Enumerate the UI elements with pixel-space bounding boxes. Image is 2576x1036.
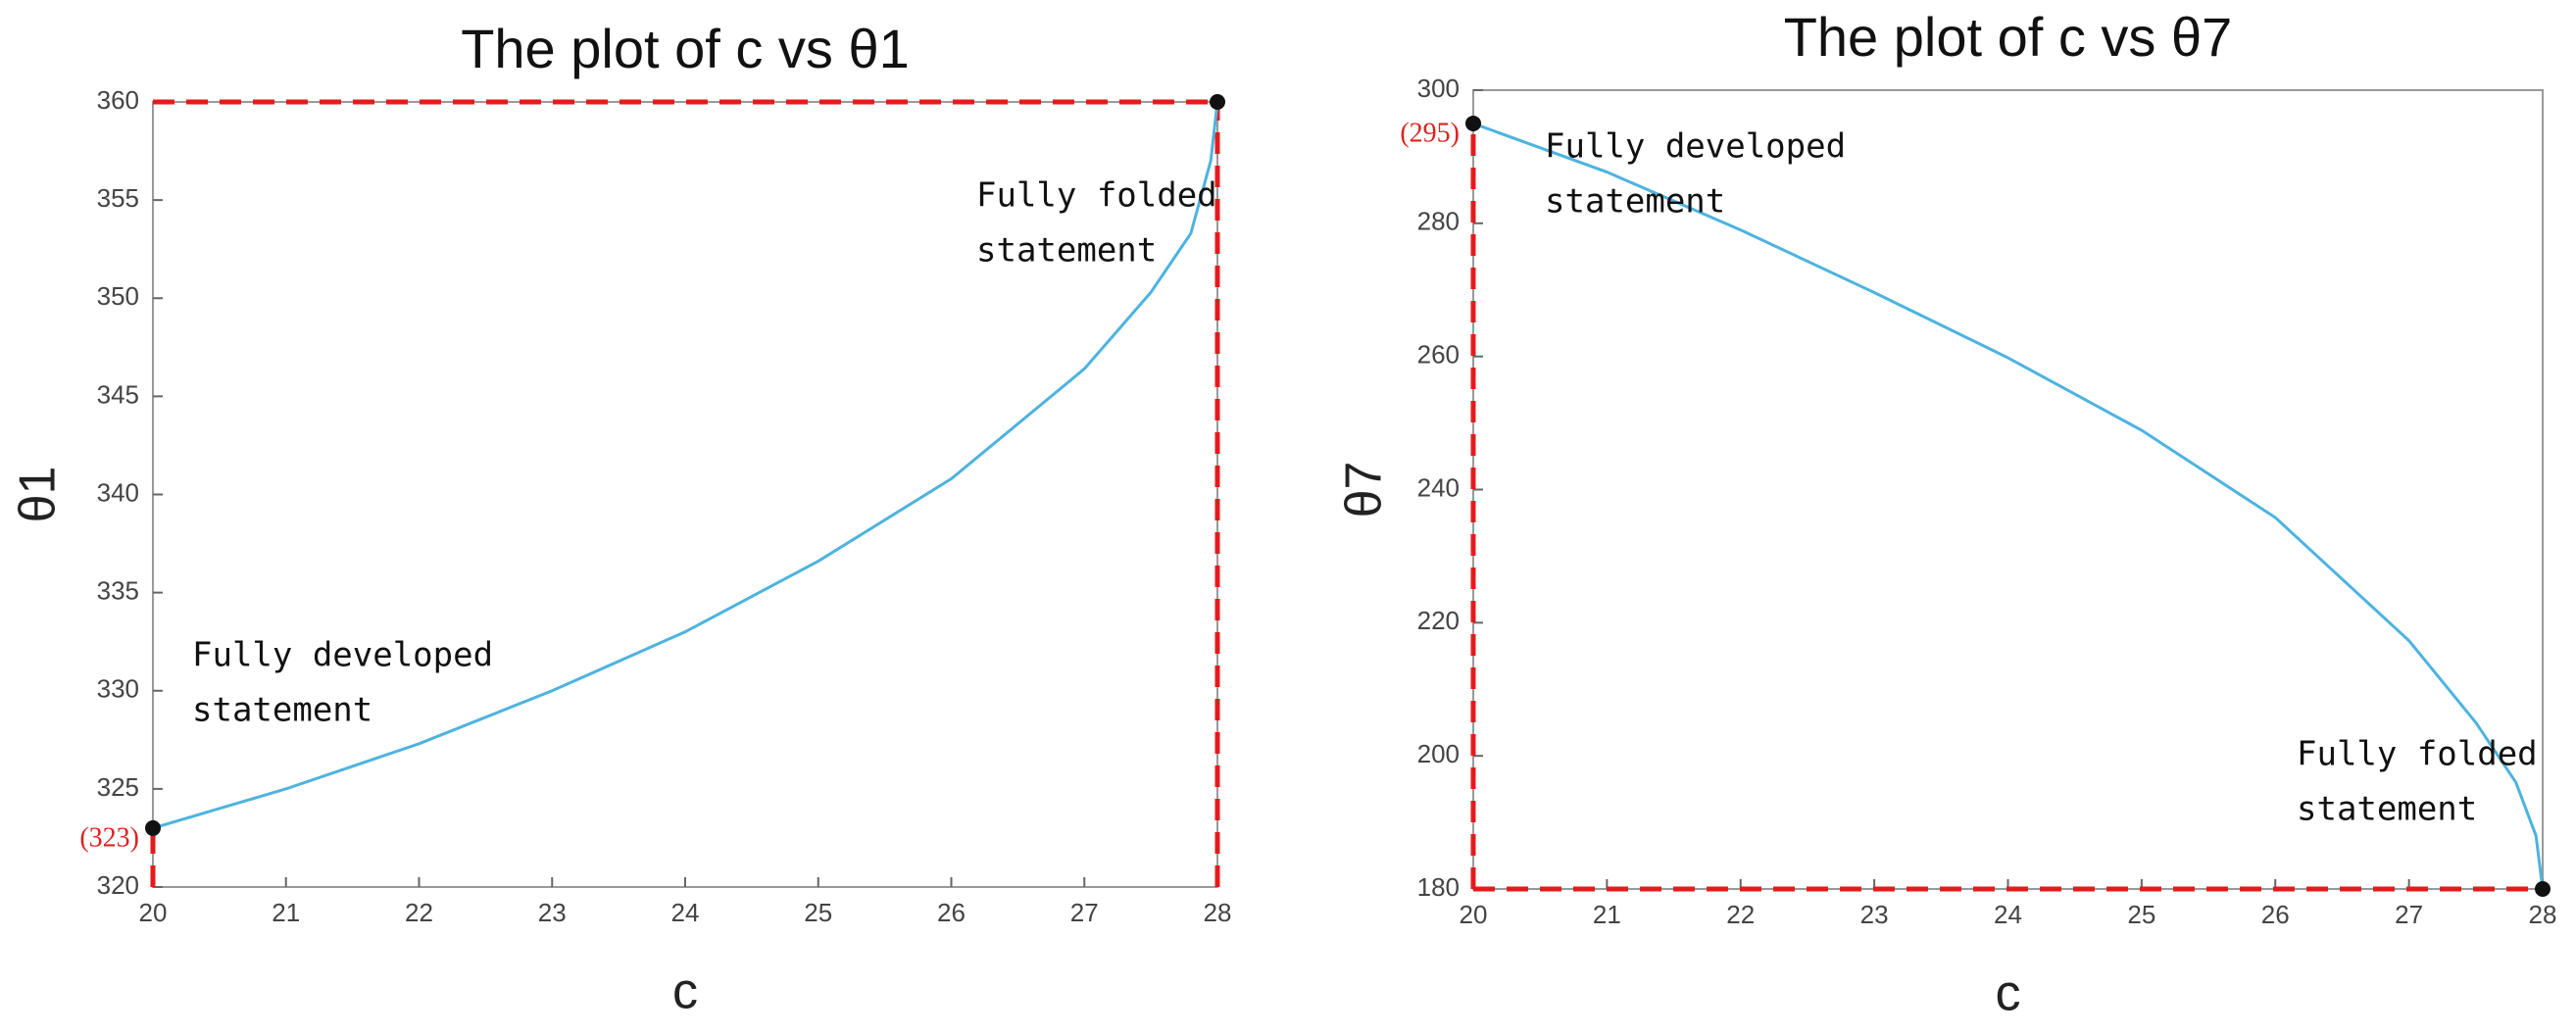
annotation: statement (1545, 182, 1725, 222)
x-tick-label: 26 (937, 898, 966, 927)
y-tick-label: 330 (97, 674, 139, 704)
x-tick-label: 27 (1070, 898, 1099, 927)
end-point (1465, 115, 1481, 131)
y-tick-label: 200 (1417, 739, 1460, 768)
y-tick-label: 350 (97, 281, 139, 311)
y-tick-label: 340 (97, 477, 139, 507)
end-point (145, 819, 161, 836)
y-axis-label: θ1 (10, 467, 67, 523)
y-tick-label: 325 (97, 772, 139, 802)
y-tick-label: 360 (97, 85, 139, 115)
x-tick-label: 27 (2395, 900, 2423, 929)
y-tick-label: 240 (1417, 472, 1460, 502)
chart-title: The plot of c vs θ1 (461, 18, 910, 79)
y-tick-label: 260 (1417, 340, 1460, 370)
y-tick-label: 220 (1417, 606, 1460, 635)
x-tick-label: 24 (1994, 900, 2022, 929)
x-tick-label: 22 (1726, 900, 1755, 929)
x-tick-label: 28 (2529, 900, 2557, 929)
x-tick-label: 20 (1460, 900, 1488, 929)
y-tick-label: 355 (97, 183, 139, 213)
value-label: (323) (79, 822, 139, 853)
y-axis-label: θ7 (1336, 462, 1393, 518)
x-tick-label: 25 (2127, 900, 2155, 929)
x-tick-label: 21 (1593, 900, 1621, 929)
data-line (1472, 122, 2545, 890)
y-tick-label: 345 (97, 379, 139, 409)
plot-frame (152, 101, 1218, 888)
annotation: Fully developed (1545, 127, 1846, 167)
chart: The plot of c vs θ1 20 21 22 23 24 25 26 27 28 320… (10, 18, 1232, 1020)
annotation: Fully folded (2297, 735, 2538, 774)
y-tick-label: 335 (97, 576, 139, 606)
x-tick-label: 20 (139, 898, 168, 927)
x-tick-label: 23 (1860, 900, 1889, 929)
chart: The plot of c vs θ7 20 21 22 23 24 25 26 27 28 180… (1336, 6, 2557, 1022)
y-tick-label: 300 (1417, 74, 1460, 103)
x-tick-label: 25 (804, 898, 832, 927)
end-point (2535, 881, 2551, 897)
annotation: Fully folded (976, 176, 1217, 216)
data-line (152, 101, 1219, 830)
annotation: statement (192, 691, 372, 730)
annotation: statement (976, 231, 1157, 271)
end-point (1210, 94, 1225, 110)
x-axis-label: c (1996, 965, 2021, 1022)
x-tick-label: 26 (2261, 900, 2290, 929)
value-label: (295) (1400, 118, 1460, 148)
chart-title: The plot of c vs θ7 (1784, 6, 2233, 68)
y-tick-label: 180 (1417, 872, 1460, 902)
x-tick-label: 28 (1204, 898, 1232, 927)
y-tick-label: 320 (97, 870, 139, 900)
x-axis-label: c (672, 963, 698, 1020)
x-tick-label: 24 (671, 898, 700, 927)
x-tick-label: 21 (272, 898, 300, 927)
y-tick-label: 280 (1417, 207, 1460, 236)
x-tick-label: 23 (538, 898, 567, 927)
annotation: Fully developed (192, 636, 493, 675)
x-tick-label: 22 (405, 898, 433, 927)
annotation: statement (2297, 790, 2477, 829)
